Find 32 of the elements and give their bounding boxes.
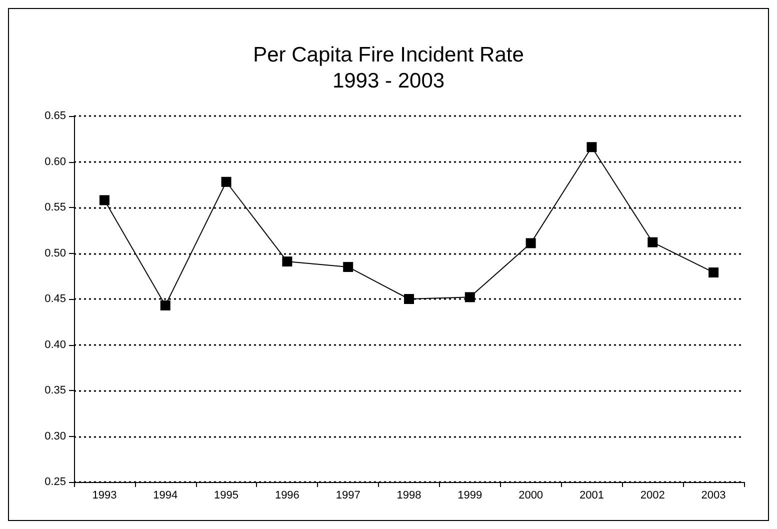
y-tick-label: 0.55 bbox=[44, 202, 66, 214]
point bbox=[282, 256, 292, 266]
x-tick-label: 1994 bbox=[153, 490, 178, 502]
y-tick-label: 0.50 bbox=[44, 247, 66, 260]
x-tick-label: 1997 bbox=[336, 490, 360, 502]
y-tick-label: 0.35 bbox=[44, 384, 66, 396]
x-tick-label: 1996 bbox=[274, 490, 300, 502]
point bbox=[586, 142, 597, 152]
point bbox=[221, 176, 232, 187]
x-tick-label: 2001 bbox=[579, 490, 604, 502]
point bbox=[160, 300, 170, 310]
x-tick-label: 1999 bbox=[458, 490, 482, 502]
x-tick-label: 2002 bbox=[640, 490, 665, 502]
y-tick-label: 0.65 bbox=[44, 110, 66, 122]
y-tick-label: 0.60 bbox=[44, 156, 66, 168]
y-tick-label: 0.30 bbox=[44, 430, 66, 442]
point bbox=[526, 238, 536, 248]
x-tick-label: 2000 bbox=[518, 490, 544, 502]
y-tick-label: 0.40 bbox=[44, 338, 66, 351]
point bbox=[708, 267, 719, 278]
x-tick-label: 2003 bbox=[701, 490, 726, 502]
x-tick-label: 1993 bbox=[92, 490, 117, 502]
x-tick-label: 1995 bbox=[214, 490, 239, 502]
chart-title: Per Capita Fire Incident Rate 1993 - 2003 bbox=[253, 44, 524, 92]
point bbox=[464, 292, 475, 302]
y-tick-label: 0.45 bbox=[44, 293, 66, 305]
point bbox=[99, 195, 110, 206]
point bbox=[404, 294, 414, 304]
x-tick-label: 1998 bbox=[396, 490, 422, 502]
point bbox=[648, 237, 658, 248]
y-tick-label: 0.25 bbox=[44, 476, 66, 488]
point bbox=[343, 262, 354, 272]
